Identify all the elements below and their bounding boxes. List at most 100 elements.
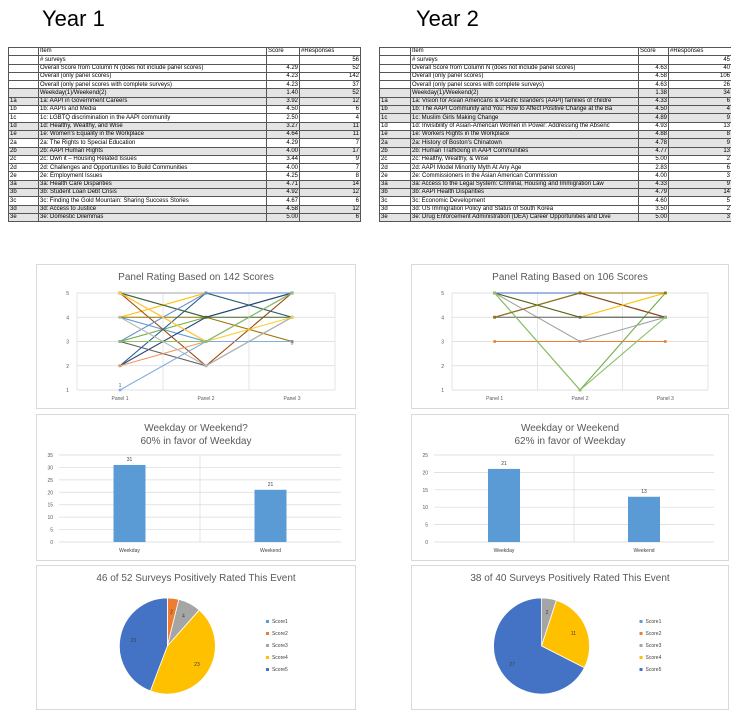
responses-cell: 37 xyxy=(299,80,361,90)
item-header-cell: Item xyxy=(410,46,639,57)
responses-cell: 40 xyxy=(668,63,731,73)
legend-swatch xyxy=(265,656,269,659)
slice-value-label: 23 xyxy=(131,638,137,644)
code-cell: 1d xyxy=(379,121,411,131)
table-row: 2a 2a: History of Boston's Chinatown 4.78 9 xyxy=(379,138,731,148)
data-point xyxy=(578,291,582,295)
data-point xyxy=(118,315,122,319)
legend-label: Score1 xyxy=(646,619,662,625)
responses-cell: 14 xyxy=(299,179,361,190)
item-cell: 1b: AAPIs and Media xyxy=(38,105,267,115)
item-header-cell: Item xyxy=(38,46,267,57)
slice-value-label: 11 xyxy=(571,631,576,637)
year-2-weekday-weekend-chart: Weekday or Weekend 62% in favor of Weekda… xyxy=(411,414,729,561)
code-cell xyxy=(379,63,411,73)
table-row: 3a 3a: Health Care Disparities 4.71 14 xyxy=(8,179,361,190)
y-tick-label: 5 xyxy=(441,291,444,297)
legend-label: Score5 xyxy=(646,667,662,673)
score-cell: 2.83 xyxy=(638,163,669,173)
table-row: 2e 2e: Employment Issues 4.25 8 xyxy=(8,171,361,181)
series-line xyxy=(119,292,293,367)
score-cell: 4.29 xyxy=(266,63,300,73)
code-cell xyxy=(8,71,39,82)
item-cell: 1a: Vision for Asian Americans & Pacific… xyxy=(410,96,639,107)
responses-cell: 56 xyxy=(299,55,361,65)
score-cell: 4.63 xyxy=(638,80,669,90)
score-header-cell: Score xyxy=(266,46,300,57)
y-tick-label: 5 xyxy=(50,528,53,534)
table-row: 2b 2b: AAPI Human Rights 4.00 17 xyxy=(8,146,361,156)
score-cell: 4.00 xyxy=(266,163,300,173)
table-row: 1a 1a: AAPI in Government Careers 3.92 12 xyxy=(8,96,361,107)
data-point xyxy=(118,291,122,295)
score-cell: 3.27 xyxy=(266,121,300,131)
code-cell: 2b xyxy=(379,146,411,156)
score-cell: 4.23 xyxy=(266,80,300,90)
responses-cell: 2 xyxy=(668,154,731,165)
score-cell: 3.92 xyxy=(266,96,300,107)
x-tick-label: Weekday xyxy=(119,548,140,554)
legend-label: Score2 xyxy=(646,631,662,637)
responses-cell: 8 xyxy=(299,171,361,181)
item-cell: 3a: Access to the Legal System: Criminal… xyxy=(410,179,639,190)
table-row: 3e 3e: Domestic Dilemmas 5.00 6 xyxy=(8,212,361,223)
bar xyxy=(628,496,660,542)
table-row: 3c 3c: Economic Development 4.60 5 xyxy=(379,196,731,206)
item-cell: 2a: The Rights to Special Education xyxy=(38,138,267,148)
series-line xyxy=(119,340,292,367)
data-point xyxy=(204,340,208,343)
code-cell xyxy=(379,71,411,82)
chart-title: 46 of 52 Surveys Positively Rated This E… xyxy=(96,573,296,584)
code-cell: 2c xyxy=(379,154,411,165)
code-cell: 2b xyxy=(8,146,39,156)
data-point xyxy=(493,315,496,319)
table-header-row: Item Score #Responses xyxy=(379,46,731,57)
score-cell: 4.88 xyxy=(638,129,669,140)
responses-cell: 14 xyxy=(668,188,731,198)
item-cell: Overall (only panel scores with complete… xyxy=(38,80,267,90)
y-tick-label: 25 xyxy=(47,478,53,484)
responses-cell: 3 xyxy=(668,171,731,181)
bar-value-label: 21 xyxy=(268,482,274,488)
table-row: # surveys 45 xyxy=(379,55,731,65)
code-header-cell xyxy=(379,46,411,57)
responses-cell: 26 xyxy=(668,80,731,90)
table-row: 2e 2e: Commissioners in the Asian America… xyxy=(379,171,731,181)
slice-value-label: 2 xyxy=(546,610,549,616)
responses-cell: 4 xyxy=(299,113,361,123)
data-point xyxy=(664,340,667,343)
item-cell: 3b: Student Loan Debt Crisis xyxy=(38,188,267,198)
score-cell: 4.63 xyxy=(638,63,669,73)
pie-slice xyxy=(493,597,585,695)
responses-cell: 45 xyxy=(668,55,731,65)
responses-cell: 9 xyxy=(668,113,731,123)
item-cell: 3a: Health Care Disparities xyxy=(38,179,267,190)
bar xyxy=(113,464,146,542)
table-row: 1d 1d: Invisibility of Asian-American Wom… xyxy=(379,121,731,131)
item-cell: 1d: Invisibility of Asian-American Women… xyxy=(410,121,639,131)
responses-cell: 142 xyxy=(299,71,361,82)
table-row: 1b 1b: AAPIs and Media 4.50 6 xyxy=(8,105,361,115)
code-cell: 2e xyxy=(8,171,39,181)
responses-header-cell: #Responses xyxy=(668,46,731,57)
series-line xyxy=(120,316,293,343)
score-cell: 4.00 xyxy=(266,146,300,156)
table-row: Weekday(1)/Weekend(2) 1.38 34 xyxy=(379,88,731,98)
data-point xyxy=(118,340,122,343)
legend-label: Score3 xyxy=(272,643,288,649)
y-tick-label: 2 xyxy=(441,364,444,370)
score-cell: 4.79 xyxy=(638,188,669,198)
data-point xyxy=(204,315,208,319)
code-header-cell xyxy=(8,46,39,57)
item-cell: 2d: AAPI Model Minority Myth At Any Age xyxy=(410,163,639,173)
item-cell: 2e: Commissioners in the Asian American … xyxy=(410,171,639,181)
year-1-table: Item Score #Responses # surveys 56 Overall Sc… xyxy=(8,46,361,223)
responses-cell: 17 xyxy=(299,146,361,156)
code-cell: 3d xyxy=(8,204,39,214)
table-row: Overall (only panel scores) 4.58 106 xyxy=(379,71,731,82)
y-tick-label: 15 xyxy=(47,503,53,509)
table-row: 1c 1c: LGBTQ discrimination in the AAPI c… xyxy=(8,113,361,123)
score-cell: 5.00 xyxy=(638,212,669,223)
y-tick-label: 15 xyxy=(422,488,428,494)
year-1-weekday-weekend-chart: Weekday or Weekend? 60% in favor of Weekd… xyxy=(36,414,356,561)
